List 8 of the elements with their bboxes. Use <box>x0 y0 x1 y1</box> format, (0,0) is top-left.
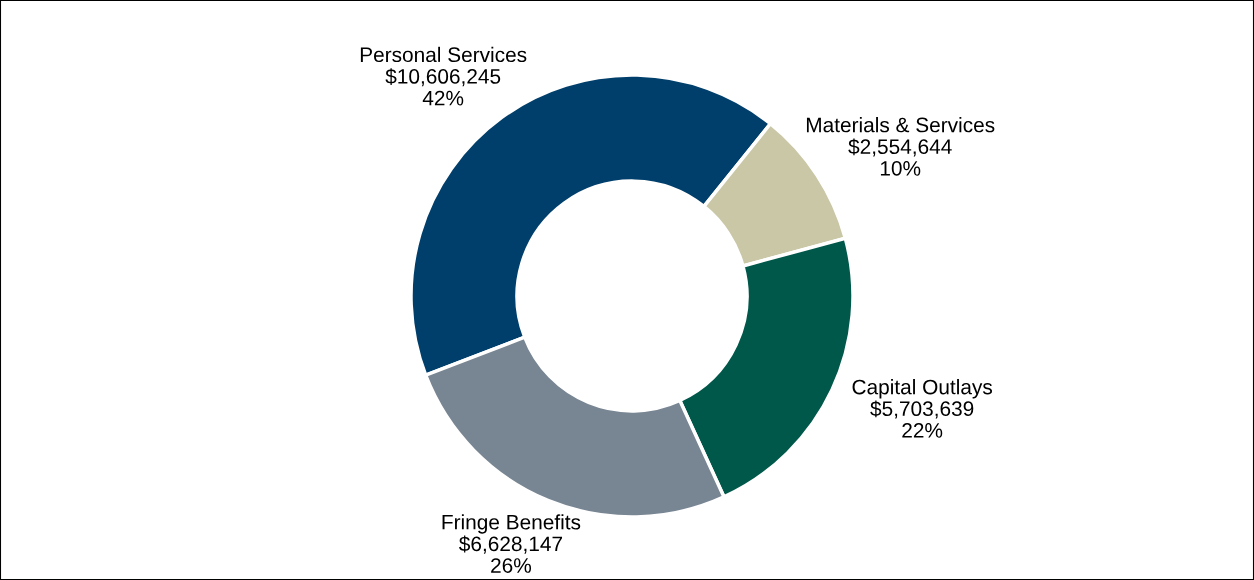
data-label: $2,554,644 10% <box>848 138 952 176</box>
slice-label: Capital Outlays <box>852 379 993 399</box>
slice-label: Personal Services <box>360 46 527 63</box>
slice-label: Fringe Benefits <box>442 514 581 534</box>
data-label: $10,606,245 42% <box>385 68 501 106</box>
data-label: $5,703,639 22% <box>870 400 974 438</box>
data-label: $6,628,147 26% <box>459 535 563 573</box>
slice-label: Materials & Services <box>806 117 995 133</box>
